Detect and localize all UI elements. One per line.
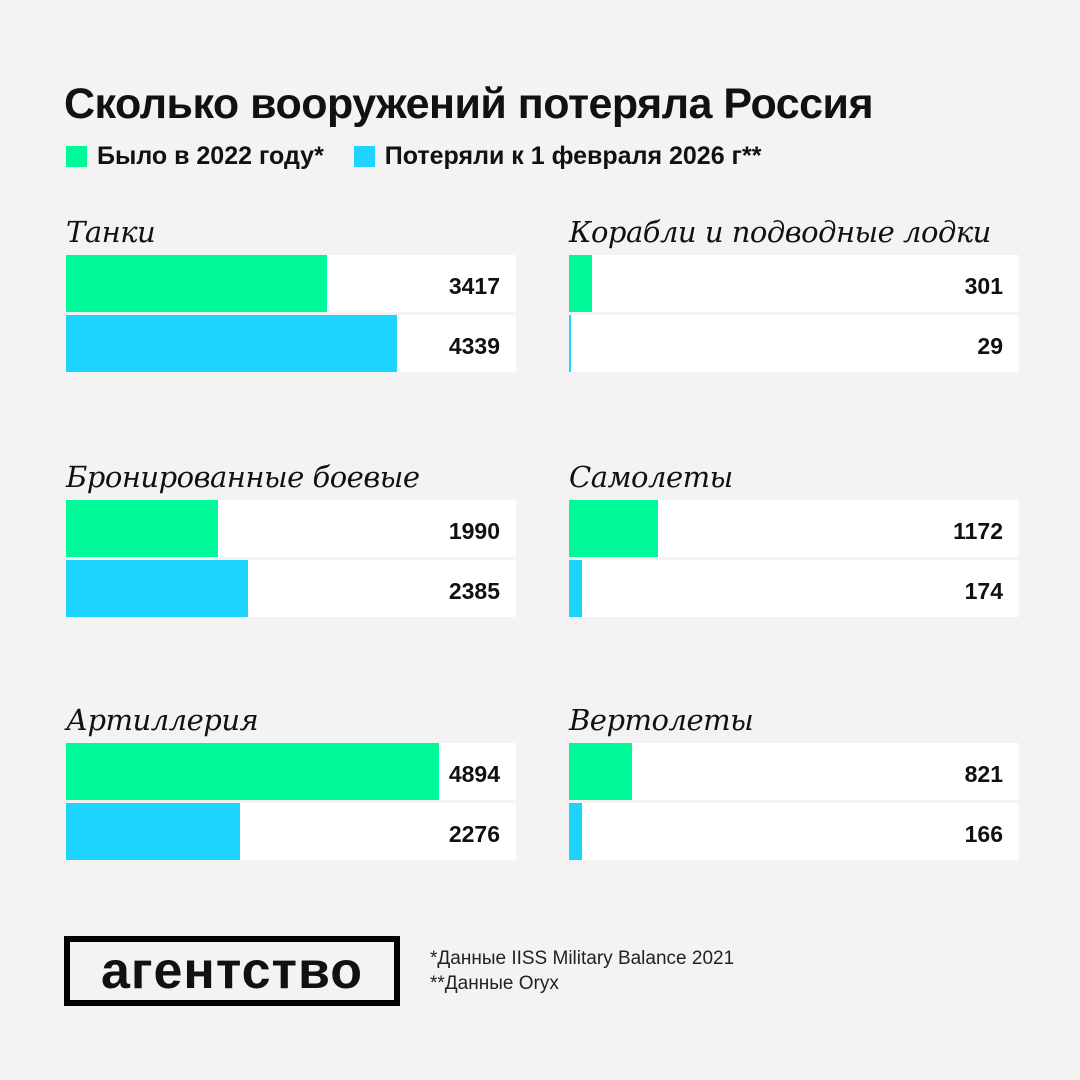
bar-track: 4339 (66, 315, 516, 372)
bar-track: 166 (569, 803, 1019, 860)
bar-had (66, 255, 327, 312)
panel-title: Танки (66, 215, 156, 249)
legend-swatch-lost (353, 146, 375, 167)
legend-item-had: Было в 2022 году* (66, 142, 324, 171)
panel: Артиллерия 4894 2276 (66, 700, 516, 860)
bar-lost (66, 560, 248, 617)
bar-had (569, 255, 592, 312)
bar-track: 2385 (66, 560, 516, 617)
value-label: 821 (964, 761, 1003, 787)
bar-track: 821 (569, 743, 1019, 800)
legend: Было в 2022 году* Потеряли к 1 февраля 2… (66, 142, 761, 171)
bar-had (569, 743, 632, 800)
bar-track: 174 (569, 560, 1019, 617)
value-label: 174 (964, 578, 1003, 604)
bar-track: 1172 (569, 500, 1019, 557)
value-label: 301 (964, 273, 1003, 299)
panel-title: Корабли и подводные лодки (569, 215, 991, 249)
value-label: 3417 (448, 273, 500, 299)
value-label: 4894 (448, 761, 500, 787)
panel: Танки 3417 4339 (66, 212, 516, 372)
legend-label-had: Было в 2022 году* (97, 142, 324, 170)
bar-track: 29 (569, 315, 1019, 372)
value-label: 2385 (448, 578, 500, 604)
bar-track: 4894 (66, 743, 516, 800)
panel: Вертолеты 821 166 (569, 700, 1019, 860)
panel-title: Вертолеты (569, 703, 754, 737)
bar-track: 301 (569, 255, 1019, 312)
bar-had (569, 500, 659, 557)
legend-label-lost: Потеряли к 1 февраля 2026 г** (384, 142, 762, 170)
bar-track: 3417 (66, 255, 516, 312)
legend-swatch-had (66, 146, 87, 167)
panel: Бронированные боевые машины 1990 2385 (66, 457, 516, 617)
bar-had (66, 500, 218, 557)
bar-track: 1990 (66, 500, 516, 557)
panel: Самолеты 1172 174 (569, 457, 1019, 617)
value-label: 29 (977, 333, 1003, 359)
panel-title: Самолеты (569, 460, 733, 494)
bar-track: 2276 (66, 803, 516, 860)
value-label: 1172 (953, 518, 1003, 544)
bar-had (66, 743, 440, 800)
chart-title: Сколько вооружений потеряла Россия (64, 80, 874, 128)
bar-lost (569, 803, 582, 860)
value-label: 4339 (448, 333, 500, 359)
panel: Корабли и подводные лодки 301 29 (569, 212, 1019, 372)
legend-item-lost: Потеряли к 1 февраля 2026 г** (353, 142, 762, 171)
bar-lost (569, 315, 572, 372)
value-label: 1990 (448, 518, 500, 544)
footnotes: *Данные IISS Military Balance 2021 **Дан… (430, 946, 734, 996)
footnote-2: **Данные Oryx (430, 973, 559, 994)
value-label: 166 (964, 821, 1003, 847)
footnote-1: *Данные IISS Military Balance 2021 (430, 948, 735, 969)
value-label: 2276 (448, 821, 500, 847)
agentstvo-logo: агентство (64, 936, 400, 1006)
panel-title: Артиллерия (66, 703, 259, 737)
panel-title: Бронированные боевые машины (66, 460, 420, 534)
bar-lost (66, 803, 240, 860)
bar-lost (569, 560, 583, 617)
bar-lost (66, 315, 397, 372)
